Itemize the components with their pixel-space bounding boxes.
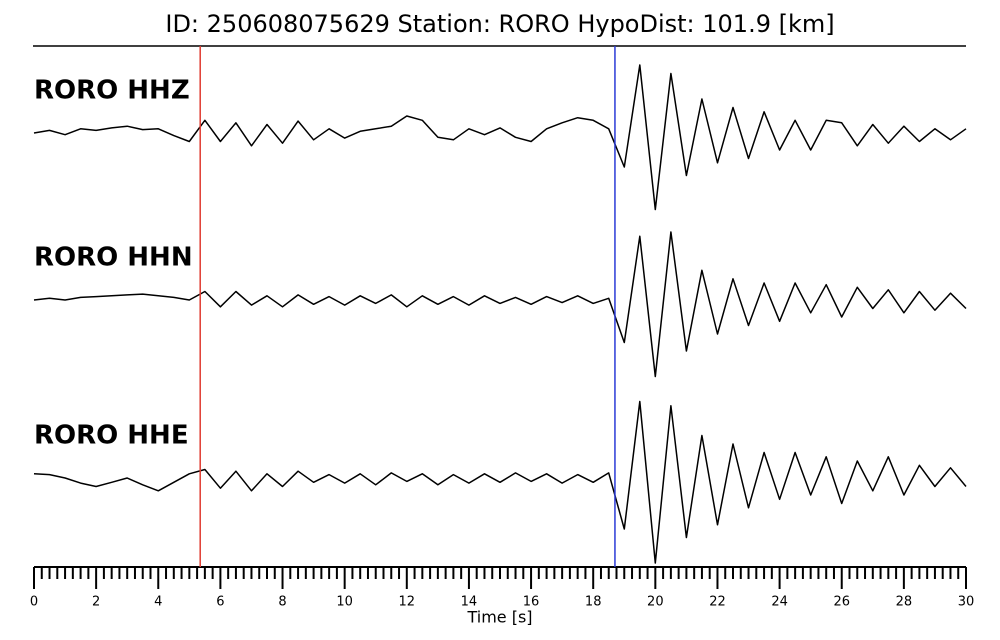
channel-label: RORO HHE [34,421,189,451]
x-tick-label: 22 [709,595,726,610]
x-tick-label: 10 [336,595,353,610]
x-tick-label: 2 [92,595,100,610]
x-tick-label: 16 [523,595,540,610]
x-tick-label: 6 [216,595,224,610]
x-axis-label: Time [s] [466,608,532,627]
x-tick-label: 14 [461,595,478,610]
x-tick-label: 4 [154,595,162,610]
waveform [33,64,967,211]
x-tick-label: 26 [833,595,850,610]
waveform [33,231,967,378]
channel-label: RORO HHZ [34,76,190,106]
x-tick-label: 8 [278,595,286,610]
x-tick-label: 30 [958,595,975,610]
chart-title: ID: 250608075629 Station: RORO HypoDist:… [165,10,834,38]
x-tick-label: 24 [771,595,788,610]
x-tick-label: 12 [399,595,416,610]
x-tick-label: 28 [896,595,913,610]
channel-label: RORO HHN [34,243,193,273]
x-tick-label: 20 [647,595,664,610]
x-tick-label: 18 [585,595,602,610]
x-tick-label: 0 [30,595,38,610]
waveform [33,400,967,564]
